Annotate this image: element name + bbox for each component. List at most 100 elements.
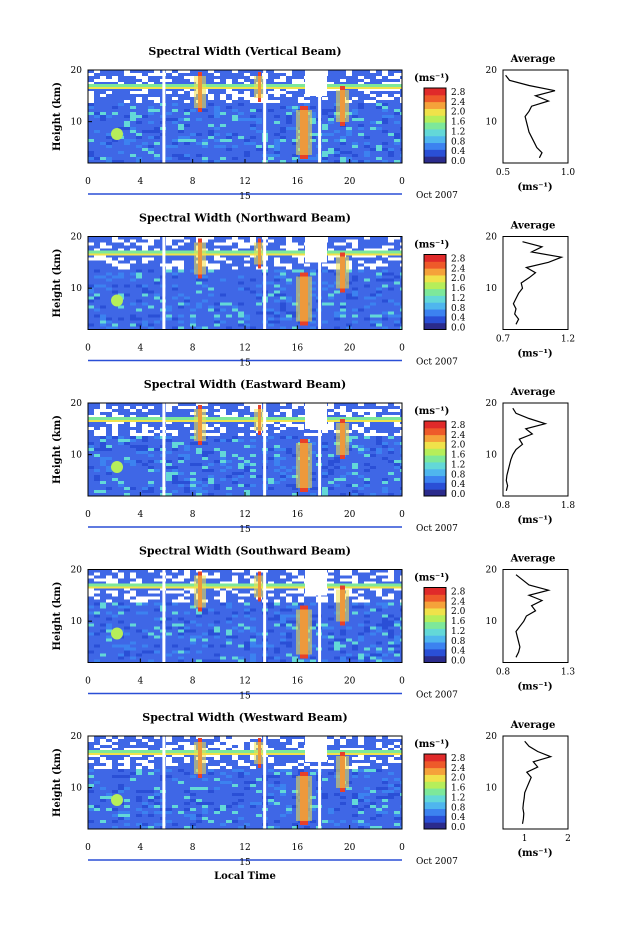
colorbar-swatch bbox=[424, 302, 446, 310]
colorbar-tick-label: 2.4 bbox=[451, 764, 466, 774]
colorbar-tick-label: 0.8 bbox=[451, 470, 466, 480]
colorbar-tick-label: 2.4 bbox=[451, 264, 466, 274]
data-gap bbox=[263, 569, 267, 663]
average-y-tick: 10 bbox=[486, 784, 498, 794]
average-x-tick: 1 bbox=[522, 834, 528, 844]
average-x-tick: 2 bbox=[565, 834, 571, 844]
colorbar-tick-label: 1.2 bbox=[451, 460, 465, 470]
colorbar-tick-label: 0.8 bbox=[451, 803, 466, 813]
x-tick-label: 0 bbox=[399, 843, 405, 853]
x-tick-label: 4 bbox=[137, 843, 143, 853]
average-frame bbox=[502, 735, 569, 830]
colorbar-label: (ms⁻¹) bbox=[414, 573, 449, 584]
tropopause-band bbox=[88, 84, 402, 88]
colorbar-label: (ms⁻¹) bbox=[414, 73, 449, 84]
y-tick-label: 20 bbox=[71, 66, 83, 76]
colorbar-swatch bbox=[424, 322, 446, 330]
x-tick-label: 0 bbox=[399, 510, 405, 520]
y-axis-label: Height (km) bbox=[52, 415, 63, 484]
average-profile-line bbox=[515, 574, 551, 658]
x-tick-label: 20 bbox=[344, 677, 356, 687]
data-gap bbox=[162, 236, 166, 330]
colorbar-label: (ms⁻¹) bbox=[414, 406, 449, 417]
x-tick-label: 12 bbox=[239, 177, 250, 187]
x-tick-label: 12 bbox=[239, 843, 250, 853]
data-gap bbox=[263, 403, 267, 496]
average-frame bbox=[502, 69, 569, 164]
colorbar-swatch bbox=[424, 794, 446, 803]
date-label: Oct 2007 bbox=[416, 524, 458, 534]
average-title: Average bbox=[510, 54, 556, 65]
average-x-label: (ms⁻¹) bbox=[517, 682, 552, 693]
panel-1: Spectral Width (Vertical Beam) 10 20 Height… bbox=[52, 45, 575, 202]
colorbar-tick-label: 0.8 bbox=[451, 304, 466, 314]
colorbar-swatch bbox=[424, 587, 446, 595]
x-tick-label: 8 bbox=[190, 177, 196, 187]
x-tick-label: 16 bbox=[292, 177, 304, 187]
x-tick-label: 12 bbox=[239, 344, 250, 354]
colorbar-swatch bbox=[424, 156, 446, 164]
colorbar-swatch bbox=[424, 461, 446, 470]
colorbar-swatch bbox=[424, 614, 446, 623]
data-gap bbox=[318, 736, 322, 829]
average-y-tick: 10 bbox=[486, 284, 498, 294]
colorbar-label: (ms⁻¹) bbox=[414, 739, 449, 750]
green-blob bbox=[111, 627, 123, 640]
x-tick-label: 8 bbox=[190, 843, 196, 853]
colorbar-swatch bbox=[424, 621, 446, 629]
x-tick-label: 0 bbox=[85, 843, 91, 853]
green-blob bbox=[111, 461, 123, 473]
x-tick-label: 0 bbox=[399, 677, 405, 687]
average-y-tick: 20 bbox=[486, 566, 498, 576]
data-gap bbox=[263, 736, 267, 829]
data-gap bbox=[162, 736, 166, 829]
day-label: 15 bbox=[239, 692, 251, 702]
average-title: Average bbox=[510, 720, 556, 731]
x-tick-label: 8 bbox=[190, 677, 196, 687]
average-profile-line bbox=[521, 740, 553, 824]
colorbar-tick-label: 0.8 bbox=[451, 637, 466, 647]
x-tick-label: 0 bbox=[85, 677, 91, 687]
average-title: Average bbox=[510, 387, 556, 398]
green-blob bbox=[111, 128, 123, 140]
colorbar-tick-label: 2.0 bbox=[451, 774, 466, 784]
colorbar-swatch bbox=[424, 774, 446, 782]
y-tick-label: 10 bbox=[71, 451, 83, 461]
colorbar-swatch bbox=[424, 815, 446, 823]
x-tick-label: 8 bbox=[190, 510, 196, 520]
average-y-tick: 20 bbox=[486, 399, 498, 409]
x-tick-label: 4 bbox=[137, 510, 143, 520]
colorbar-swatch bbox=[424, 635, 446, 643]
colorbar-swatch bbox=[424, 101, 446, 109]
colorbar-swatch bbox=[424, 135, 446, 144]
x-tick-label: 0 bbox=[85, 510, 91, 520]
y-tick-label: 20 bbox=[71, 732, 83, 742]
day-label: 15 bbox=[239, 858, 251, 868]
colorbar-swatch bbox=[424, 94, 446, 103]
colorbar-tick-label: 2.0 bbox=[451, 441, 466, 451]
x-axis-title: Local Time bbox=[214, 871, 276, 882]
average-x-label: (ms⁻¹) bbox=[517, 182, 552, 193]
average-frame bbox=[502, 236, 569, 330]
tropopause-band bbox=[88, 583, 402, 588]
y-axis-label: Height (km) bbox=[52, 82, 63, 151]
day-label: 15 bbox=[239, 525, 251, 535]
colorbar-swatch bbox=[424, 108, 446, 116]
average-title: Average bbox=[510, 554, 556, 565]
data-gap bbox=[318, 569, 322, 663]
date-label: Oct 2007 bbox=[416, 857, 458, 867]
average-x-label: (ms⁻¹) bbox=[517, 515, 552, 526]
data-gap bbox=[162, 403, 166, 496]
date-label: Oct 2007 bbox=[416, 191, 458, 201]
colorbar-swatch bbox=[424, 261, 446, 269]
average-y-tick: 20 bbox=[486, 66, 498, 76]
average-x-tick: 1.0 bbox=[561, 168, 576, 178]
heatmap bbox=[88, 70, 402, 163]
missing-data bbox=[305, 569, 327, 596]
heatmap bbox=[88, 736, 402, 829]
average-y-tick: 10 bbox=[486, 451, 498, 461]
colorbar-swatch bbox=[424, 754, 446, 762]
colorbar-swatch bbox=[424, 642, 446, 650]
colorbar-swatch bbox=[424, 648, 446, 657]
average-x-tick: 0.8 bbox=[496, 501, 511, 511]
